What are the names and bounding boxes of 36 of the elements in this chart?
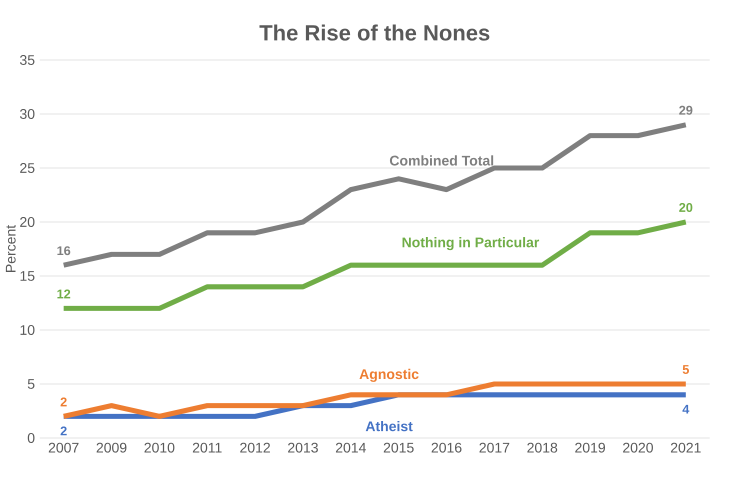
y-tick-label: 15	[20, 271, 34, 281]
series-label: Nothing in Particular	[402, 237, 540, 250]
x-tick-label: 2010	[144, 442, 174, 453]
series-label: Agnostic	[360, 368, 419, 382]
y-tick-label: 25	[20, 163, 34, 173]
x-tick-label: 2012	[240, 442, 270, 453]
data-label: 2	[60, 398, 67, 406]
series-label: Atheist	[366, 420, 413, 432]
y-tick-label: 35	[20, 55, 34, 65]
x-tick-label: 2017	[480, 442, 510, 453]
y-tick-label: 10	[20, 325, 34, 335]
x-tick-label: 2013	[288, 442, 318, 453]
data-label: 29	[679, 106, 692, 115]
x-tick-label: 2021	[670, 442, 701, 453]
data-label: 2	[60, 426, 67, 436]
x-tick-label: 2020	[623, 442, 653, 453]
x-tick-label: 2016	[432, 442, 462, 453]
y-tick-label: 20	[20, 217, 34, 227]
x-tick-label: 2015	[384, 442, 414, 453]
y-tick-label: 30	[20, 109, 34, 119]
x-tick-label: 2011	[192, 442, 222, 453]
x-tick-label: 2014	[336, 442, 366, 453]
y-axis-title: Percent	[6, 224, 16, 272]
x-tick-label: 2009	[96, 442, 126, 453]
data-label: 16	[57, 246, 70, 256]
x-tick-label: 2019	[575, 442, 605, 453]
y-tick-label: 5	[28, 379, 34, 389]
data-label: 20	[679, 202, 692, 212]
data-label: 12	[57, 290, 70, 298]
data-label: 5	[682, 365, 689, 374]
data-label: 4	[682, 404, 690, 414]
y-tick-label: 0	[28, 433, 34, 443]
x-tick-label: 2018	[527, 442, 558, 453]
x-tick-label: 2007	[48, 442, 79, 453]
chart-title: The Rise of the Nones	[259, 24, 490, 41]
series-label: Combined Total	[390, 155, 494, 166]
